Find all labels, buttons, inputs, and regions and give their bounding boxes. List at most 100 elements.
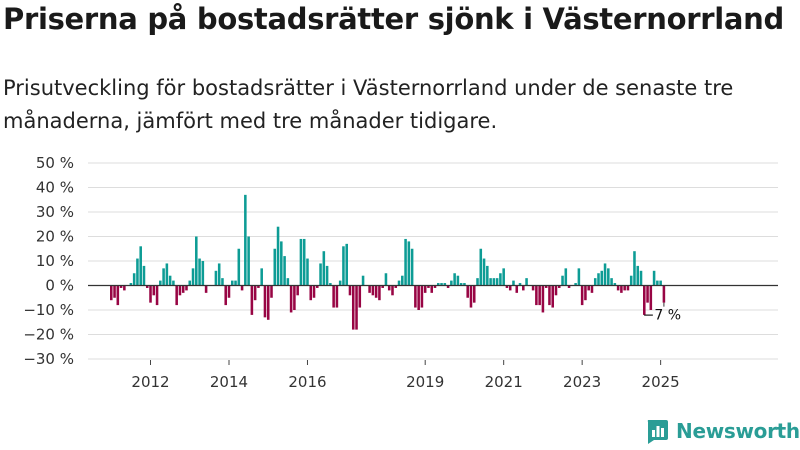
bar [551,285,554,308]
bar [512,280,515,286]
bar [316,285,319,288]
x-tick-label: 2023 [563,373,601,391]
bar [401,275,404,286]
bar [633,251,636,286]
bar [505,285,509,288]
bar [623,285,626,291]
bar [443,283,447,286]
x-tick-label: 2019 [406,373,444,391]
bar [234,280,237,286]
bar [495,278,499,286]
bar [597,273,600,286]
bar [119,285,123,288]
bar [649,285,653,310]
bar [437,283,440,286]
bar [463,283,466,286]
bar [178,285,182,296]
bar [525,278,528,286]
y-tick-label: −30 % [23,350,74,368]
bar [639,270,643,286]
bar [456,275,460,286]
bar [420,285,424,308]
bar [266,285,270,320]
axis-labels: −30 % −20 % −10 % 0 % 10 % 20 % 30 % 40 % 50 % 20… [23,154,681,391]
bar [620,285,623,293]
x-axis [88,284,778,365]
bar [332,285,335,308]
bar [499,273,502,286]
bar [322,251,326,286]
bar [459,283,463,286]
x-tick-label: 2014 [210,373,248,391]
bar [302,238,306,286]
bar [368,285,371,293]
bar [410,248,414,286]
newsworthy-logo-icon [647,420,668,444]
bar [535,285,538,306]
bar [636,265,640,286]
bar [198,258,201,286]
x-tick-label: 2025 [642,373,680,391]
bar [600,270,604,286]
bar [469,285,473,308]
bar [607,268,610,286]
bar [593,278,597,286]
bar [113,285,116,298]
bar [293,285,296,310]
bar [139,246,142,286]
newsworthy-logo: Newsworthy [644,418,800,444]
bar [136,258,139,286]
bar [584,285,587,301]
bar [577,268,581,286]
bar [172,280,175,286]
newsworthy-logo-text: Newsworthy [676,419,800,443]
bar [142,265,146,286]
bar [603,263,607,286]
bar [472,285,476,303]
bar [188,280,192,286]
bar [195,236,198,286]
bar [387,285,391,291]
bar [453,273,456,286]
bar [270,285,273,298]
bar [276,226,280,286]
chart-title: Priserna på bostadsrätter sjönk i Väster… [3,2,784,36]
bar [338,280,342,286]
y-tick-label: 40 % [36,179,74,197]
bar [544,285,548,288]
bar [319,263,322,286]
bar [221,278,224,286]
bar [450,280,453,286]
bar [397,280,401,286]
bar [181,285,185,293]
bar [325,265,329,286]
bar [656,280,659,286]
last-value-annotation: −7 % [643,308,681,324]
bar [522,285,525,291]
bar [342,246,345,286]
bar [224,285,227,306]
bar [394,285,398,288]
bar [613,283,617,286]
bar [309,285,313,301]
bar [110,285,113,301]
bar [489,278,492,286]
y-tick-label: −10 % [23,301,74,319]
bar [610,278,613,286]
y-tick-label: 20 % [36,228,74,246]
bar [538,285,541,306]
bar [548,285,551,306]
bar [162,268,165,286]
bar [361,275,365,286]
bar [335,285,339,308]
bar [296,285,299,296]
bar [423,285,427,293]
bar [616,285,620,291]
bar [230,280,234,286]
bar [557,285,561,288]
bar [378,285,381,301]
bar [466,285,469,298]
bar [662,285,666,303]
bar [358,285,362,308]
bar [263,285,267,318]
